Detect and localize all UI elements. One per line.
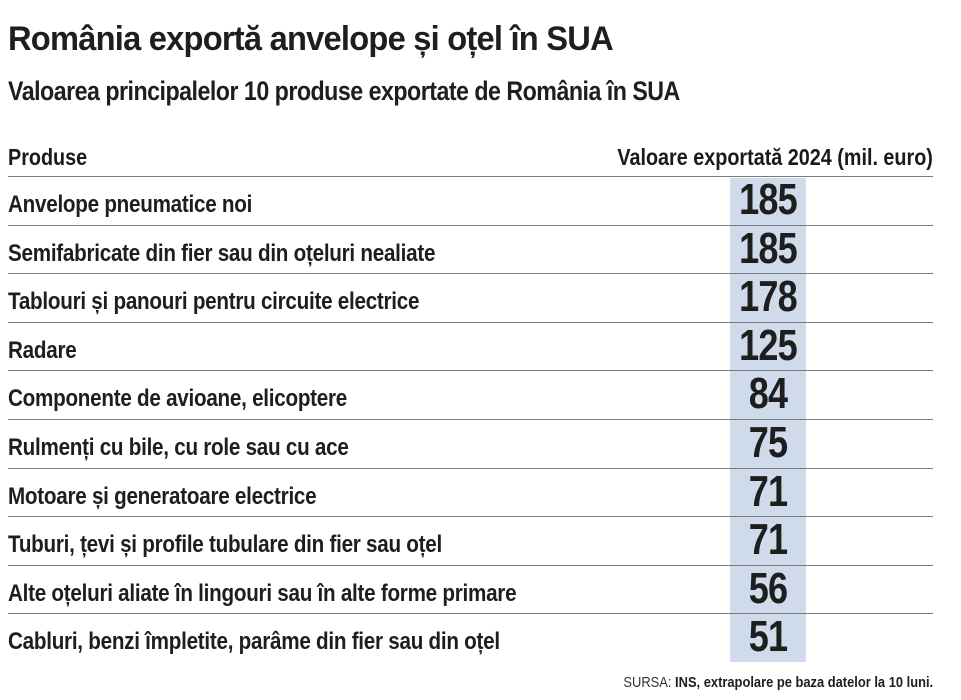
table-header: Produse Valoare exportată 2024 (mil. eur… [8,140,933,176]
product-label: Alte oțeluri aliate în lingouri sau în a… [8,579,517,607]
table-row: Radare 125 [8,320,933,371]
table-row: Cabluri, benzi împletite, parâme din fie… [8,612,933,662]
table-row: Alte oțeluri aliate în lingouri sau în a… [8,563,933,614]
source-prefix: SURSA: [623,674,672,691]
export-value: 56 [748,563,788,613]
row-divider [8,419,933,420]
table-row: Tablouri și panouri pentru circuite elec… [8,272,933,322]
chart-subtitle: Valoarea principalelor 10 produse export… [8,76,680,106]
row-divider [8,516,933,518]
row-divider [8,273,933,275]
product-label: Componente de avioane, elicoptere [8,385,348,413]
product-label: Rulmenți cu bile, cu role sau cu ace [8,434,349,461]
source-text: INS, extrapolare pe baza datelor la 10 l… [674,674,933,691]
export-value: 51 [748,612,788,662]
row-divider [8,467,933,469]
source-note: SURSA: INS, extrapolare pe baza datelor … [623,674,933,691]
row-divider [8,564,933,566]
table-row: Rulmenți cu bile, cu role sau cu ace 75 [8,418,933,468]
column-header-products: Produse [8,144,88,170]
product-label: Tablouri și panouri pentru circuite elec… [8,288,420,316]
table-row: Tuburi, țevi și profile tubulare din fie… [8,515,933,565]
export-value: 185 [739,223,798,273]
product-label: Tuburi, țevi și profile tubulare din fie… [8,531,442,559]
export-value: 178 [739,272,798,322]
product-label: Radare [8,336,77,364]
row-divider [8,224,933,226]
product-label: Semifabricate din fier sau din oțeluri n… [8,239,436,267]
table-row: Motoare și generatoare electrice 71 [8,466,933,517]
header-divider [8,176,933,177]
column-header-value: Valoare exportată 2024 (mil. euro) [617,144,933,170]
export-value: 75 [748,418,788,467]
product-label: Anvelope pneumatice noi [8,191,253,218]
table-row: Componente de avioane, elicoptere 84 [8,369,933,419]
export-value: 71 [748,515,788,565]
table-row: Anvelope pneumatice noi 185 [8,175,933,225]
row-divider [8,370,933,372]
value-column-highlight [730,178,806,662]
row-divider [8,613,933,615]
row-divider [8,321,933,323]
table-row: Semifabricate din fier sau din oțeluri n… [8,223,933,274]
export-value: 125 [739,320,798,370]
export-value: 185 [739,175,798,224]
export-value: 84 [748,369,788,419]
product-label: Motoare și generatoare electrice [8,482,317,510]
export-value: 71 [748,466,788,516]
product-label: Cabluri, benzi împletite, parâme din fie… [8,628,500,656]
chart-title: România exportă anvelope și oțel în SUA [8,20,614,58]
